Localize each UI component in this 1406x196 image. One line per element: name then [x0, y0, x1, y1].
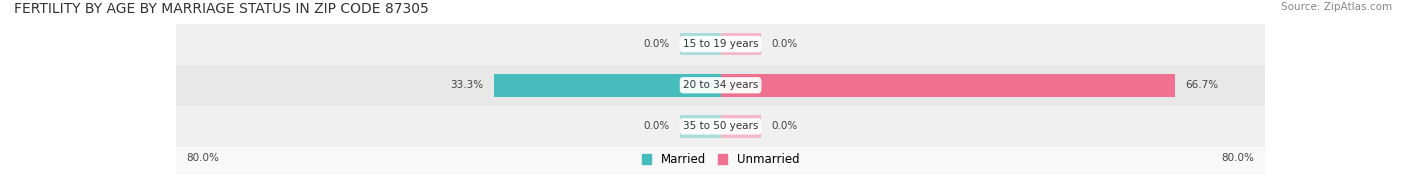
Text: Source: ZipAtlas.com: Source: ZipAtlas.com [1281, 2, 1392, 12]
Text: 0.0%: 0.0% [644, 121, 669, 132]
Bar [176, 106, 1265, 147]
Bar [679, 33, 721, 55]
Text: 20 to 34 years: 20 to 34 years [683, 80, 758, 90]
Bar [721, 74, 1175, 97]
Text: 33.3%: 33.3% [450, 80, 484, 90]
Text: FERTILITY BY AGE BY MARRIAGE STATUS IN ZIP CODE 87305: FERTILITY BY AGE BY MARRIAGE STATUS IN Z… [14, 2, 429, 16]
Text: 35 to 50 years: 35 to 50 years [683, 121, 758, 132]
Text: 0.0%: 0.0% [644, 39, 669, 49]
Text: 80.0%: 80.0% [187, 153, 219, 163]
Text: 0.0%: 0.0% [772, 121, 797, 132]
Bar [494, 74, 721, 97]
Bar [176, 24, 1265, 65]
Bar [176, 65, 1265, 106]
Bar [721, 33, 762, 55]
Text: 0.0%: 0.0% [772, 39, 797, 49]
Text: 15 to 19 years: 15 to 19 years [683, 39, 758, 49]
Legend: Married, Unmarried: Married, Unmarried [637, 148, 804, 171]
Bar [721, 115, 762, 138]
Text: 66.7%: 66.7% [1185, 80, 1218, 90]
Text: 80.0%: 80.0% [1222, 153, 1254, 163]
Bar [679, 115, 721, 138]
